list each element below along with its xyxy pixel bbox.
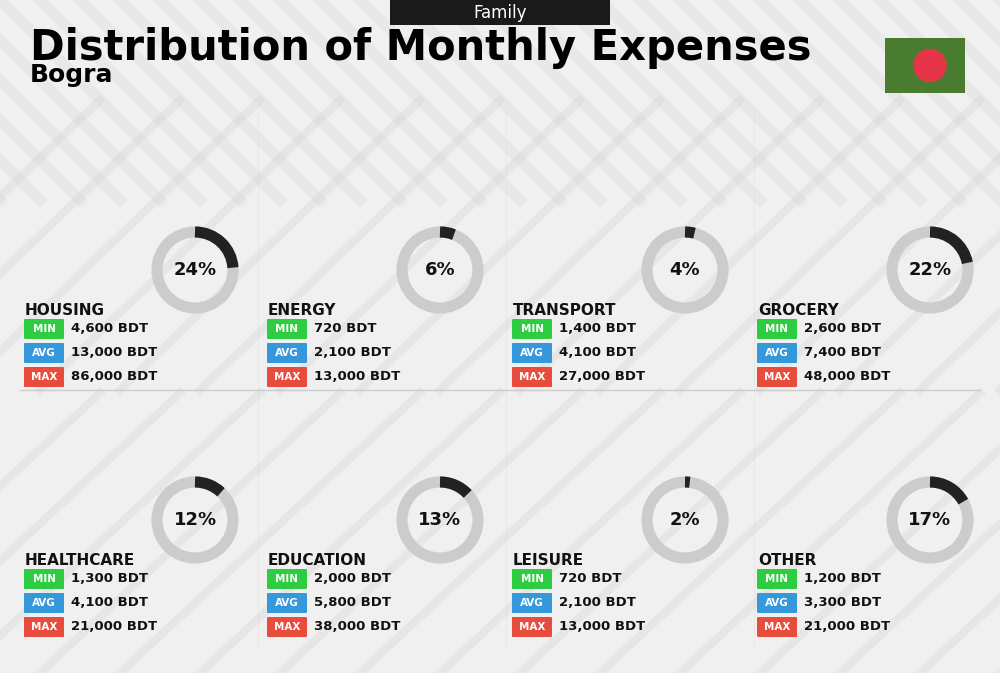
- FancyBboxPatch shape: [24, 617, 64, 637]
- Circle shape: [914, 50, 946, 81]
- Text: MAX: MAX: [274, 372, 300, 382]
- Text: MIN: MIN: [276, 324, 298, 334]
- Text: 2,100 BDT: 2,100 BDT: [559, 596, 636, 610]
- Text: 4%: 4%: [670, 261, 700, 279]
- Text: 17%: 17%: [908, 511, 952, 529]
- Text: 24%: 24%: [173, 261, 217, 279]
- FancyBboxPatch shape: [757, 617, 797, 637]
- Text: MAX: MAX: [31, 372, 57, 382]
- Text: 3,300 BDT: 3,300 BDT: [804, 596, 881, 610]
- Text: 1,400 BDT: 1,400 BDT: [559, 322, 636, 336]
- Text: AVG: AVG: [32, 598, 56, 608]
- Text: 13%: 13%: [418, 511, 462, 529]
- FancyBboxPatch shape: [512, 617, 552, 637]
- FancyBboxPatch shape: [512, 367, 552, 387]
- FancyBboxPatch shape: [390, 0, 610, 25]
- Text: 13,000 BDT: 13,000 BDT: [314, 371, 400, 384]
- Text: AVG: AVG: [765, 348, 789, 358]
- Text: 13,000 BDT: 13,000 BDT: [559, 621, 645, 633]
- Text: 5,800 BDT: 5,800 BDT: [314, 596, 391, 610]
- FancyBboxPatch shape: [512, 593, 552, 613]
- Text: 38,000 BDT: 38,000 BDT: [314, 621, 400, 633]
- Text: 2%: 2%: [670, 511, 700, 529]
- FancyBboxPatch shape: [757, 367, 797, 387]
- FancyBboxPatch shape: [24, 319, 64, 339]
- FancyBboxPatch shape: [757, 569, 797, 589]
- Text: MAX: MAX: [764, 372, 790, 382]
- Text: AVG: AVG: [32, 348, 56, 358]
- FancyBboxPatch shape: [267, 367, 307, 387]
- Text: MAX: MAX: [519, 372, 545, 382]
- Text: 12%: 12%: [173, 511, 217, 529]
- FancyBboxPatch shape: [512, 343, 552, 363]
- Text: 1,200 BDT: 1,200 BDT: [804, 573, 881, 586]
- Text: MIN: MIN: [32, 574, 56, 584]
- FancyBboxPatch shape: [24, 593, 64, 613]
- FancyBboxPatch shape: [885, 38, 965, 93]
- FancyBboxPatch shape: [24, 367, 64, 387]
- Text: 21,000 BDT: 21,000 BDT: [71, 621, 157, 633]
- FancyBboxPatch shape: [267, 593, 307, 613]
- Text: EDUCATION: EDUCATION: [268, 553, 367, 568]
- Text: 86,000 BDT: 86,000 BDT: [71, 371, 157, 384]
- Text: Distribution of Monthly Expenses: Distribution of Monthly Expenses: [30, 27, 812, 69]
- FancyBboxPatch shape: [267, 319, 307, 339]
- Text: AVG: AVG: [520, 598, 544, 608]
- Text: 2,100 BDT: 2,100 BDT: [314, 347, 391, 359]
- Text: MIN: MIN: [766, 324, 788, 334]
- Text: HEALTHCARE: HEALTHCARE: [25, 553, 135, 568]
- Text: MAX: MAX: [31, 622, 57, 632]
- FancyBboxPatch shape: [267, 617, 307, 637]
- Text: AVG: AVG: [275, 348, 299, 358]
- Text: LEISURE: LEISURE: [513, 553, 584, 568]
- FancyBboxPatch shape: [512, 569, 552, 589]
- Text: MAX: MAX: [764, 622, 790, 632]
- Text: 4,600 BDT: 4,600 BDT: [71, 322, 148, 336]
- Text: Bogra: Bogra: [30, 63, 114, 87]
- Text: 21,000 BDT: 21,000 BDT: [804, 621, 890, 633]
- FancyBboxPatch shape: [24, 569, 64, 589]
- Text: HOUSING: HOUSING: [25, 303, 105, 318]
- FancyBboxPatch shape: [24, 343, 64, 363]
- FancyBboxPatch shape: [757, 593, 797, 613]
- Text: 720 BDT: 720 BDT: [314, 322, 376, 336]
- Text: MIN: MIN: [520, 324, 544, 334]
- Text: AVG: AVG: [520, 348, 544, 358]
- FancyBboxPatch shape: [757, 319, 797, 339]
- FancyBboxPatch shape: [267, 569, 307, 589]
- Text: 27,000 BDT: 27,000 BDT: [559, 371, 645, 384]
- Text: OTHER: OTHER: [758, 553, 816, 568]
- Text: 2,000 BDT: 2,000 BDT: [314, 573, 391, 586]
- FancyBboxPatch shape: [512, 319, 552, 339]
- Text: 6%: 6%: [425, 261, 455, 279]
- Text: 48,000 BDT: 48,000 BDT: [804, 371, 890, 384]
- Text: AVG: AVG: [765, 598, 789, 608]
- Text: TRANSPORT: TRANSPORT: [513, 303, 616, 318]
- Text: 720 BDT: 720 BDT: [559, 573, 622, 586]
- Text: GROCERY: GROCERY: [758, 303, 839, 318]
- Text: MIN: MIN: [276, 574, 298, 584]
- FancyBboxPatch shape: [757, 343, 797, 363]
- FancyBboxPatch shape: [267, 343, 307, 363]
- Text: Family: Family: [473, 3, 527, 22]
- Text: AVG: AVG: [275, 598, 299, 608]
- Text: 4,100 BDT: 4,100 BDT: [71, 596, 148, 610]
- Text: MIN: MIN: [32, 324, 56, 334]
- Text: MIN: MIN: [766, 574, 788, 584]
- Text: 2,600 BDT: 2,600 BDT: [804, 322, 881, 336]
- Text: 4,100 BDT: 4,100 BDT: [559, 347, 636, 359]
- Text: MIN: MIN: [520, 574, 544, 584]
- Text: 1,300 BDT: 1,300 BDT: [71, 573, 148, 586]
- Text: 22%: 22%: [908, 261, 952, 279]
- Text: 7,400 BDT: 7,400 BDT: [804, 347, 881, 359]
- Text: MAX: MAX: [519, 622, 545, 632]
- Text: ENERGY: ENERGY: [268, 303, 336, 318]
- Text: MAX: MAX: [274, 622, 300, 632]
- Text: 13,000 BDT: 13,000 BDT: [71, 347, 157, 359]
